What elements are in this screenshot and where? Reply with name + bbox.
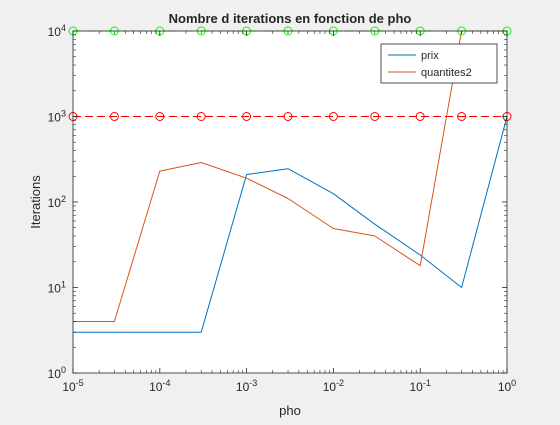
x-tick-label: 10-5 <box>62 378 83 394</box>
series-line-quantites2 <box>73 30 507 322</box>
y-axis-label: Iterations <box>28 175 43 229</box>
y-tick-label: 101 <box>48 280 66 296</box>
reference-marker <box>415 112 425 121</box>
y-tick-label: 102 <box>48 194 66 210</box>
reference-marker <box>328 112 338 121</box>
y-tick-label: 103 <box>48 109 66 125</box>
reference-marker <box>155 112 165 121</box>
reference-marker <box>242 112 252 121</box>
y-tick-label: 104 <box>48 23 66 39</box>
reference-marker <box>196 112 206 121</box>
x-axis-label: pho <box>279 403 301 418</box>
x-tick-label: 10-1 <box>410 378 431 394</box>
legend-box <box>380 43 498 84</box>
plot-area <box>73 31 507 373</box>
x-tick-label: 10-4 <box>149 378 170 394</box>
reference-marker <box>370 112 380 121</box>
x-tick-label: 10-3 <box>236 378 257 394</box>
series-line-prix <box>73 116 508 333</box>
x-tick-label: 100 <box>498 378 516 394</box>
legend-label-quantites2: quantites2 <box>421 67 472 79</box>
reference-marker <box>457 112 467 121</box>
legend[interactable]: prix quantites2 <box>380 43 498 84</box>
reference-marker <box>283 112 293 121</box>
chart-title: Nombre d iterations en fonction de pho <box>169 11 412 26</box>
x-tick-label: 10-2 <box>323 378 344 394</box>
reference-marker <box>109 112 119 121</box>
legend-label-prix: prix <box>421 50 439 62</box>
y-tick-label: 100 <box>48 365 66 381</box>
